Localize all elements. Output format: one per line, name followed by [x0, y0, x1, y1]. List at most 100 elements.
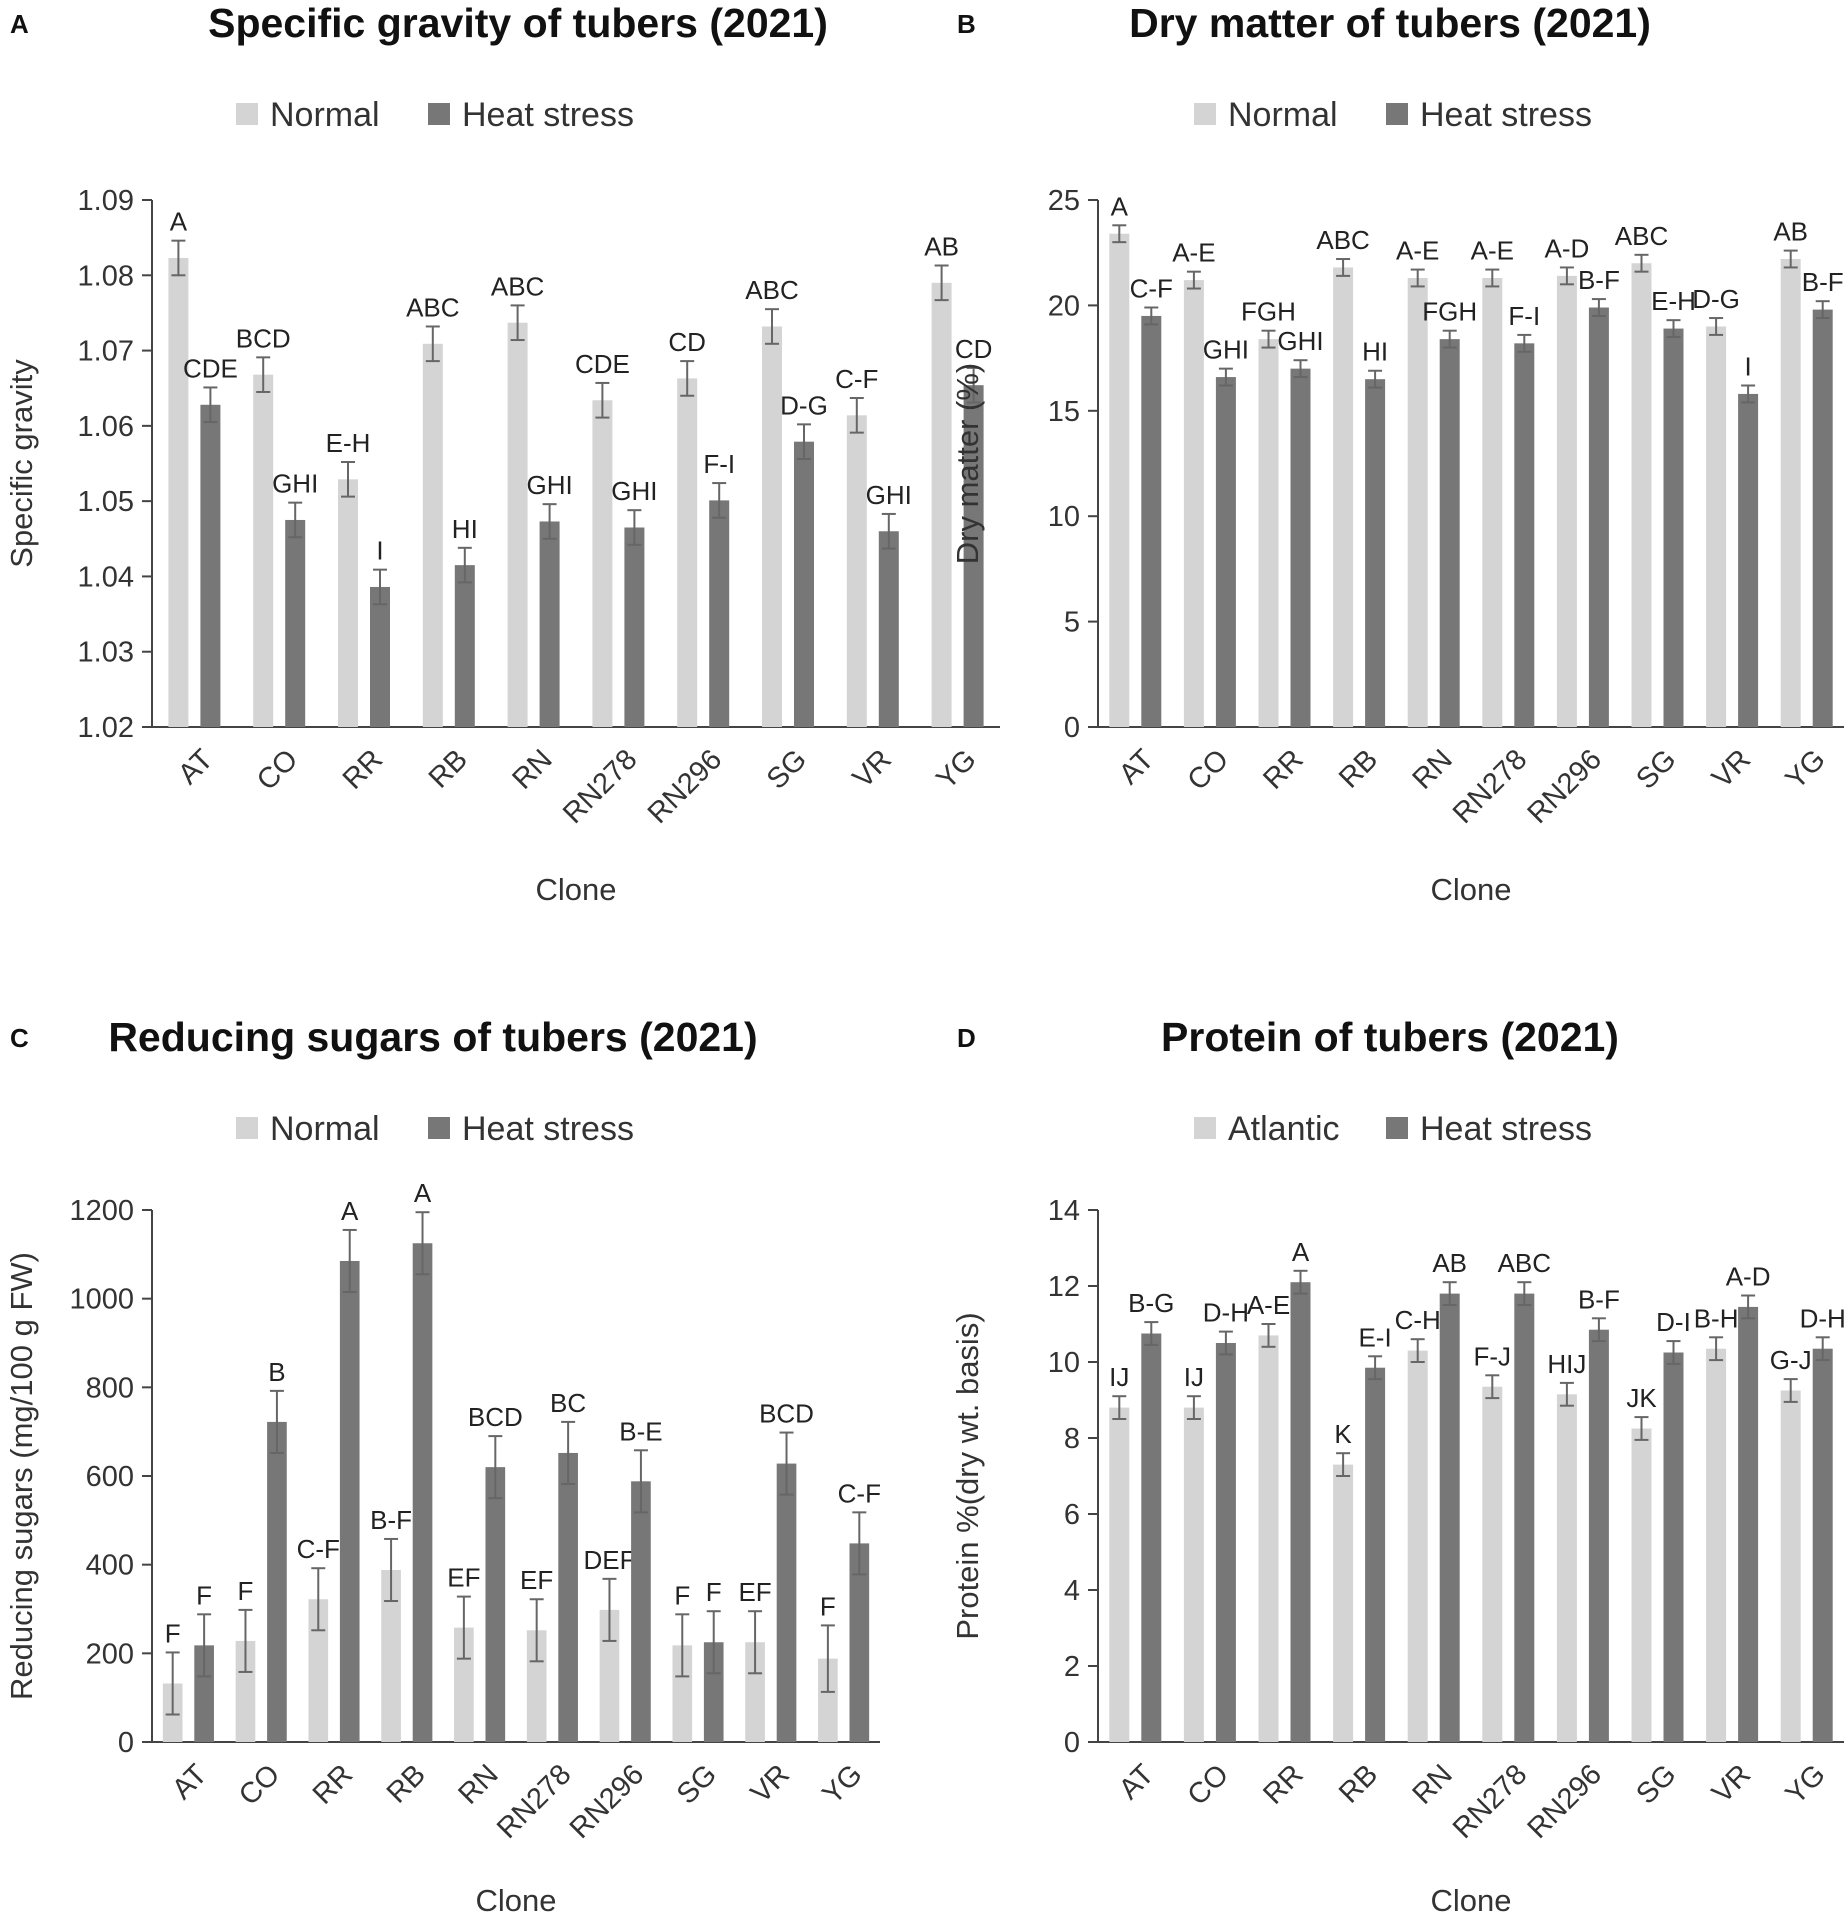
- x-tick-label: RN296: [1522, 1758, 1608, 1844]
- significance-label: CDE: [183, 353, 238, 383]
- y-tick-label: 200: [86, 1638, 134, 1670]
- panel-letter: A: [10, 9, 29, 39]
- bar-normal-rn296: [1556, 275, 1577, 727]
- legend-label: Heat stress: [462, 96, 634, 134]
- bar-heat-stress-at: [1141, 1333, 1162, 1742]
- y-tick-label: 8: [1064, 1423, 1080, 1455]
- x-tick-label: YG: [1780, 743, 1832, 795]
- x-tick-label: AT: [1113, 743, 1161, 791]
- y-axis-label: Specific gravity: [4, 359, 39, 568]
- significance-label: A-E: [1247, 1290, 1290, 1320]
- x-tick-label: AT: [166, 1758, 214, 1806]
- bar-heat-stress-rb: [454, 565, 475, 727]
- bar-normal-yg: [931, 282, 952, 727]
- chart-title: Dry matter of tubers (2021): [1129, 0, 1651, 46]
- significance-label: A: [414, 1178, 432, 1208]
- bar-normal-rb: [381, 1569, 401, 1742]
- y-tick-label: 1.02: [78, 712, 134, 744]
- panel-d: D Protein of tubers (2021) Atlantic Heat st…: [950, 1014, 1845, 1918]
- bar-heat-stress-rn: [1439, 1293, 1460, 1742]
- significance-label: DEF: [583, 1545, 635, 1575]
- significance-label: A-D: [1545, 233, 1590, 263]
- significance-label: CD: [668, 327, 706, 357]
- legend-swatch-normal: [236, 103, 258, 125]
- legend-swatch-normal: [1194, 1117, 1216, 1139]
- significance-label: HI: [1362, 337, 1388, 367]
- bar-normal-yg: [1780, 259, 1801, 727]
- significance-label: ABC: [745, 275, 798, 305]
- x-tick-label: SG: [1630, 743, 1682, 795]
- bar-normal-vr: [745, 1642, 765, 1742]
- significance-label: A: [1292, 1237, 1310, 1267]
- bar-normal-rn278: [592, 400, 613, 727]
- bar-normal-rn278: [1482, 1386, 1503, 1742]
- x-tick-label: VR: [1706, 1758, 1757, 1809]
- bar-heat-stress-rn278: [558, 1452, 578, 1742]
- y-tick-label: 800: [86, 1372, 134, 1404]
- panel-c: C Reducing sugars of tubers (2021) Normal H…: [4, 1014, 881, 1918]
- x-tick-label: SG: [671, 1758, 723, 1810]
- significance-label: GHI: [866, 480, 912, 510]
- y-tick-label: 14: [1048, 1195, 1080, 1227]
- significance-label: HI: [452, 514, 478, 544]
- significance-label: EF: [738, 1577, 771, 1607]
- bar-heat-stress-sg: [1663, 328, 1684, 727]
- bar-normal-co: [1183, 280, 1204, 727]
- significance-label: BC: [550, 1388, 586, 1418]
- significance-label: GHI: [1203, 335, 1249, 365]
- significance-label: K: [1334, 1419, 1352, 1449]
- significance-label: IJ: [1184, 1362, 1204, 1392]
- bar-heat-stress-rn296: [709, 500, 730, 727]
- significance-label: F: [706, 1577, 722, 1607]
- bar-normal-rn296: [677, 378, 698, 727]
- significance-label: GHI: [526, 470, 572, 500]
- significance-label: BCD: [759, 1399, 814, 1429]
- bar-heat-stress-rr: [1290, 1282, 1311, 1742]
- x-tick-label: RB: [1333, 1758, 1384, 1809]
- significance-label: F: [196, 1580, 212, 1610]
- significance-label: F-I: [1508, 301, 1540, 331]
- significance-label: D-G: [780, 390, 828, 420]
- x-tick-label: RN278: [1447, 1758, 1533, 1844]
- significance-label: B-F: [1578, 265, 1620, 295]
- bar-normal-co: [235, 1640, 256, 1742]
- significance-label: F-I: [703, 449, 735, 479]
- y-tick-label: 1.05: [78, 486, 134, 518]
- significance-label: D-G: [1692, 284, 1740, 314]
- x-tick-label: RN: [1407, 1758, 1459, 1810]
- significance-label: C-F: [297, 1534, 340, 1564]
- y-tick-label: 5: [1064, 607, 1080, 639]
- bar-normal-co: [253, 374, 274, 727]
- bar-heat-stress-rn: [539, 521, 560, 727]
- bar-heat-stress-rn: [485, 1467, 506, 1742]
- bar-normal-rr: [308, 1599, 329, 1742]
- significance-label: A-E: [1471, 236, 1514, 266]
- significance-label: ABC: [491, 271, 544, 301]
- panel-letter: D: [957, 1023, 976, 1053]
- x-axis-label: Clone: [476, 1883, 557, 1918]
- significance-label: I: [376, 536, 383, 566]
- significance-label: EF: [447, 1563, 480, 1593]
- bar-normal-rb: [1333, 1464, 1354, 1742]
- significance-label: AB: [1432, 1248, 1467, 1278]
- significance-label: JK: [1626, 1383, 1657, 1413]
- significance-label: AB: [924, 231, 959, 261]
- x-tick-label: RR: [1257, 743, 1309, 795]
- x-tick-label: RB: [381, 1758, 432, 1809]
- significance-label: IJ: [1109, 1362, 1129, 1392]
- x-tick-label: CO: [233, 1758, 286, 1811]
- bar-heat-stress-at: [194, 1645, 214, 1742]
- bar-heat-stress-sg: [703, 1642, 724, 1742]
- panel-letter: B: [957, 9, 976, 39]
- bar-normal-rr: [1258, 1335, 1279, 1742]
- y-tick-label: 10: [1048, 1347, 1080, 1379]
- x-tick-label: VR: [847, 743, 898, 794]
- panel-letter: C: [10, 1023, 29, 1053]
- bar-normal-vr: [846, 415, 867, 727]
- significance-label: A: [341, 1196, 359, 1226]
- significance-label: GHI: [1277, 326, 1323, 356]
- panel-a: A Specific gravity of tubers (2021) Normal…: [4, 0, 1000, 907]
- significance-label: ABC: [1316, 225, 1369, 255]
- x-tick-label: YG: [816, 1758, 868, 1810]
- significance-label: BCD: [468, 1402, 523, 1432]
